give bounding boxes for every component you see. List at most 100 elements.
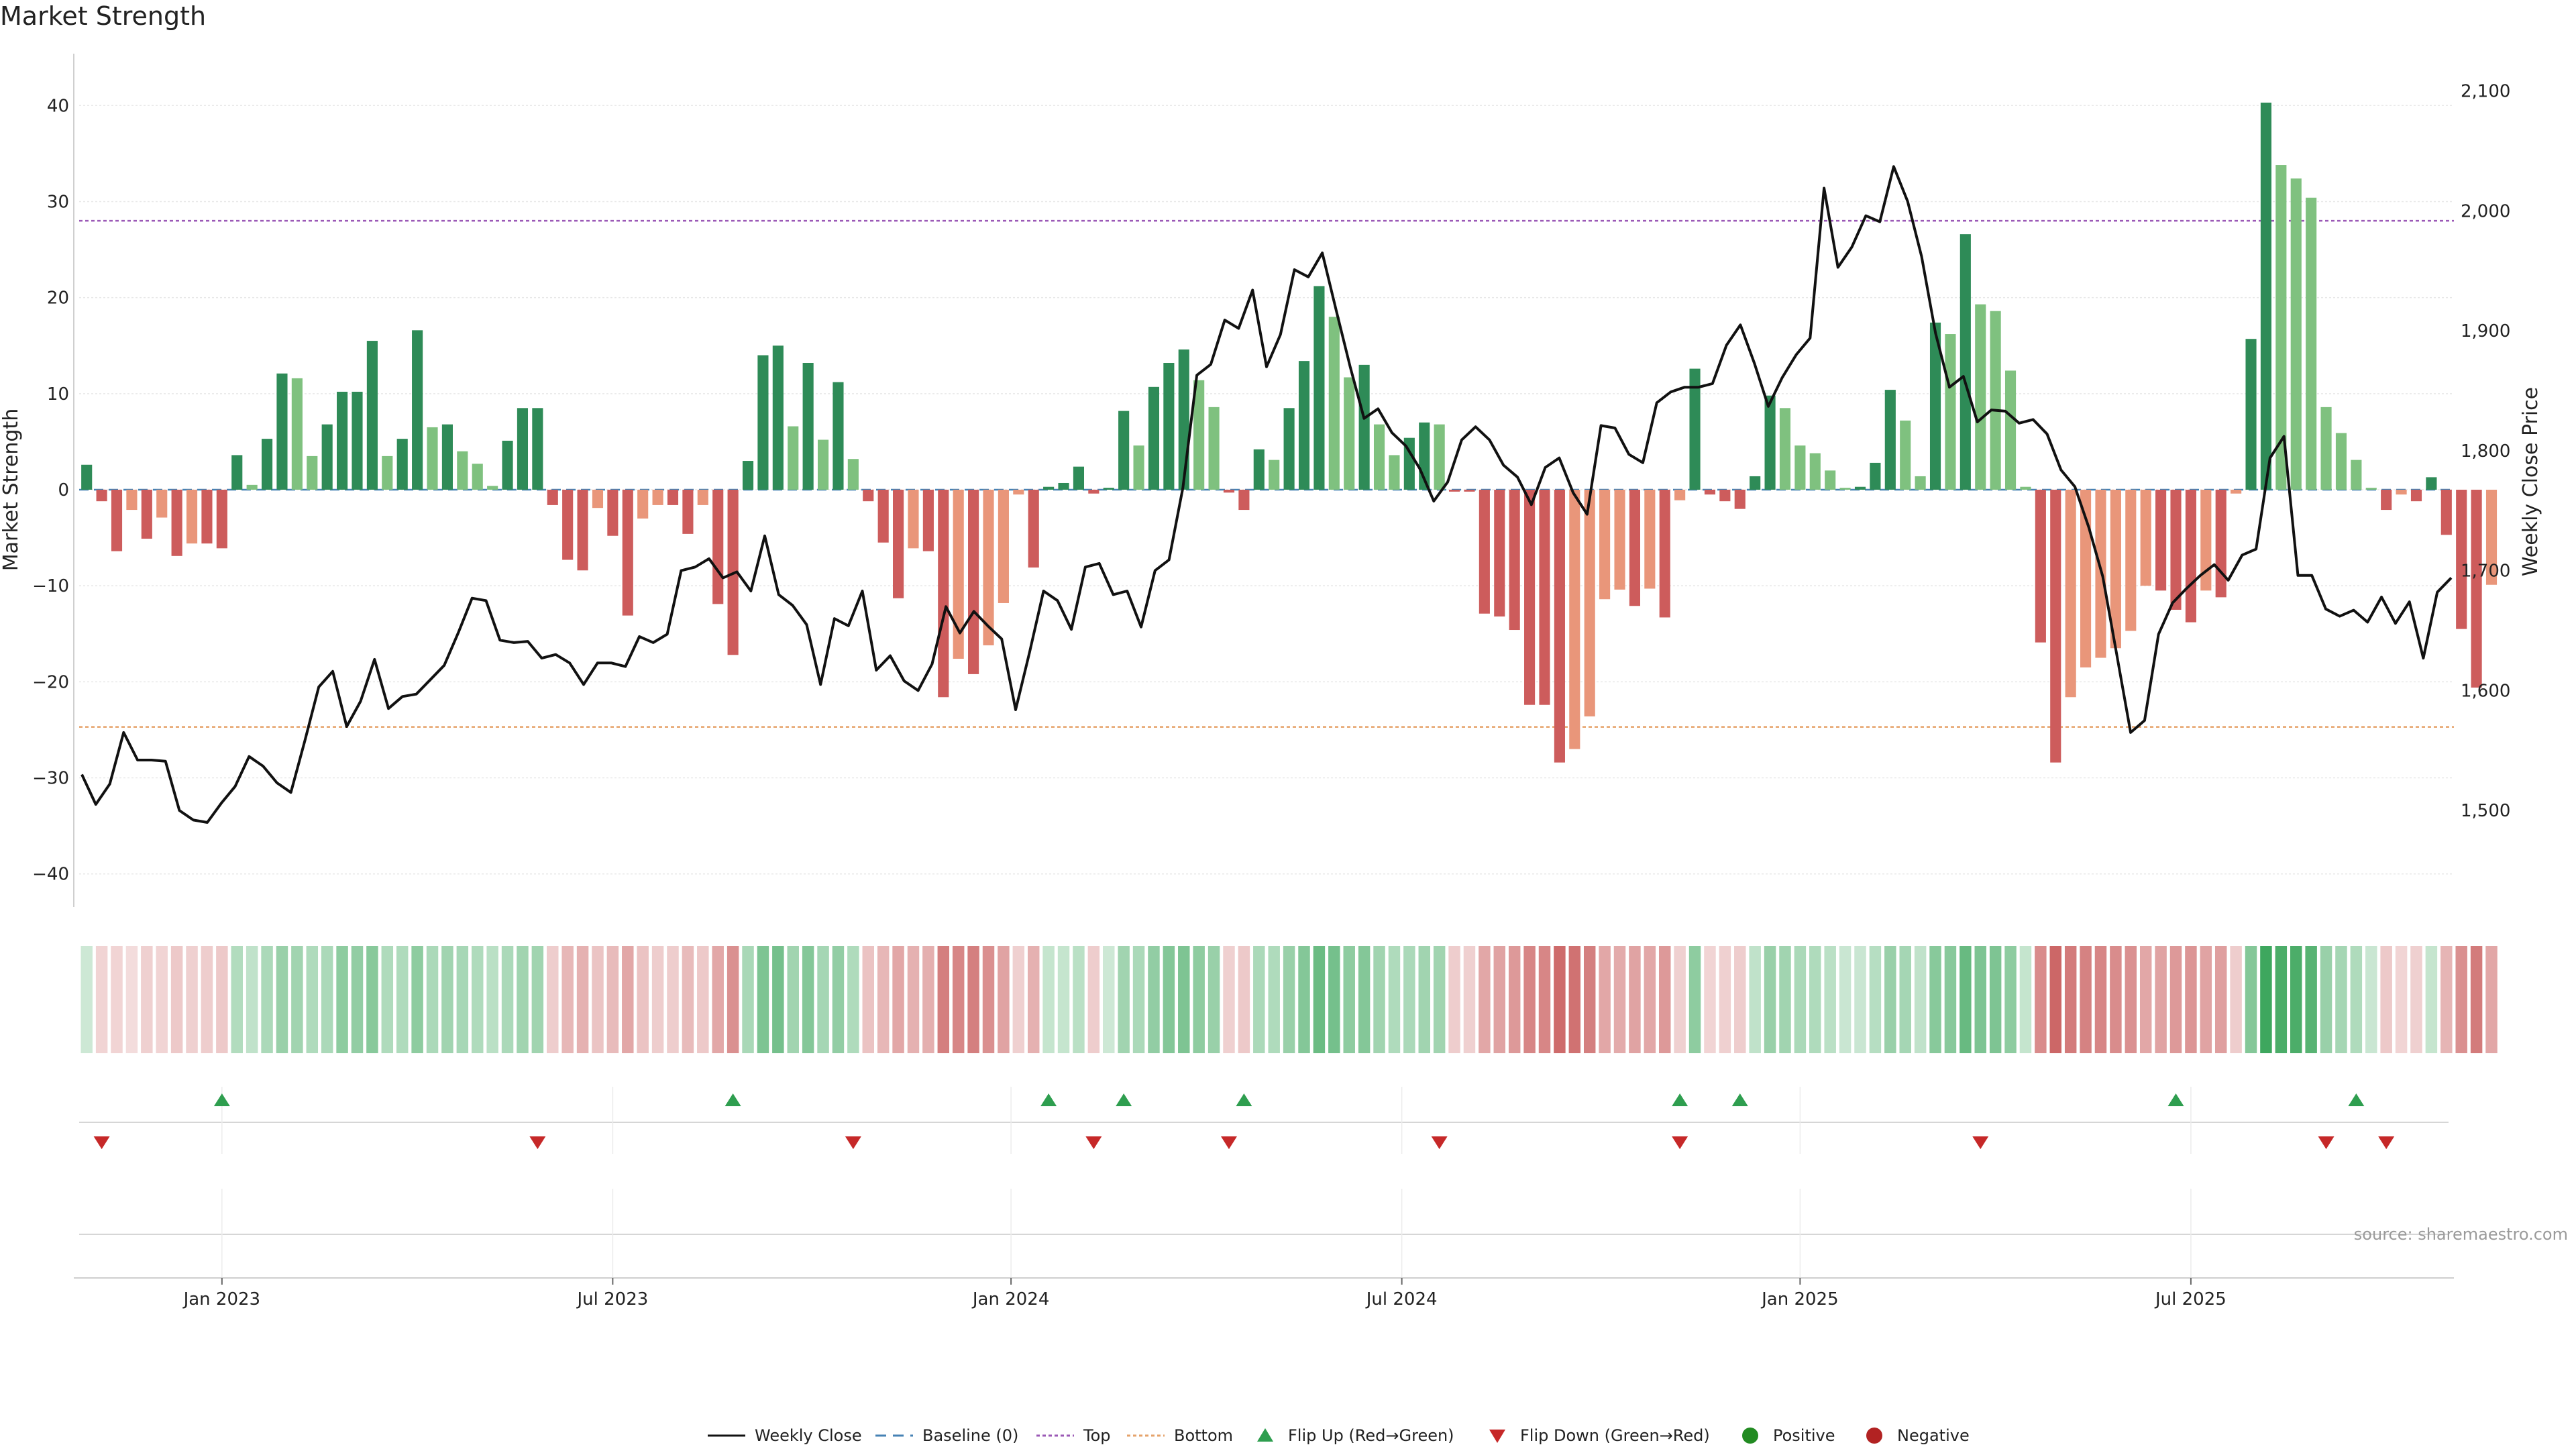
heat-cell-100 (1583, 946, 1596, 1053)
strength-bar-58 (953, 490, 964, 659)
strength-bar-124 (1945, 334, 1956, 490)
heat-cell-48 (802, 946, 814, 1053)
heat-cell-94 (1493, 946, 1506, 1053)
strength-bar-142 (2215, 490, 2226, 598)
heat-cell-83 (1328, 946, 1340, 1053)
strength-bar-36 (622, 490, 633, 616)
heat-cell-127 (1989, 946, 2002, 1053)
heat-cell-142 (2214, 946, 2227, 1053)
strength-bar-57 (938, 490, 949, 698)
strength-bar-126 (1975, 304, 1986, 490)
strength-bar-39 (667, 490, 679, 505)
strength-bar-9 (216, 490, 227, 549)
flip-down-marker-0 (93, 1136, 110, 1149)
heat-cell-65 (1057, 946, 1070, 1053)
heat-cell-78 (1253, 946, 1265, 1053)
strength-bar-110 (1734, 490, 1746, 509)
strength-bar-15 (307, 455, 318, 490)
strength-bar-132 (2065, 490, 2076, 698)
strength-bar-97 (1539, 490, 1550, 705)
heat-cell-159 (2470, 946, 2483, 1053)
heat-cell-149 (2320, 946, 2332, 1053)
heat-cell-73 (1178, 946, 1190, 1053)
heat-cell-64 (1042, 946, 1055, 1053)
strength-bar-155 (2410, 490, 2422, 502)
heat-cell-154 (2395, 946, 2408, 1053)
strength-bar-65 (1058, 482, 1069, 490)
heat-cell-153 (2380, 946, 2392, 1053)
y-tick-label-8: 40 (47, 96, 69, 116)
heat-cell-131 (2049, 946, 2062, 1053)
strength-bar-116 (1825, 470, 1836, 490)
strength-bar-0 (81, 464, 93, 490)
strength-bar-22 (412, 330, 423, 490)
y-tick-label-0: −40 (32, 865, 69, 885)
heat-cell-118 (1854, 946, 1866, 1053)
strength-bar-52 (863, 490, 874, 502)
strength-bar-3 (126, 490, 138, 511)
strength-bar-69 (1118, 411, 1130, 490)
strength-bar-77 (1238, 490, 1250, 511)
heat-cell-117 (1839, 946, 1851, 1053)
heat-cell-109 (1719, 946, 1731, 1053)
strength-bar-103 (1629, 490, 1640, 606)
heat-cell-113 (1779, 946, 1791, 1053)
strength-bar-48 (802, 363, 814, 490)
heat-cell-10 (231, 946, 243, 1053)
strength-bar-7 (186, 490, 198, 544)
heat-cell-79 (1268, 946, 1280, 1053)
heat-cell-150 (2335, 946, 2347, 1053)
heat-cell-4 (141, 946, 153, 1053)
flip-down-marker-5 (1431, 1136, 1448, 1149)
heat-cell-99 (1568, 946, 1581, 1053)
strength-bar-60 (983, 490, 994, 645)
heat-cell-143 (2230, 946, 2242, 1053)
strength-bar-37 (637, 490, 649, 519)
heat-cell-81 (1298, 946, 1310, 1053)
strength-bar-127 (1990, 311, 2001, 490)
strength-bar-13 (276, 373, 288, 490)
x-tick-label-3: Jul 2024 (1365, 1289, 1438, 1309)
strength-bar-119 (1870, 462, 1881, 490)
heat-cell-51 (847, 946, 859, 1053)
heat-cell-58 (952, 946, 965, 1053)
heat-cell-93 (1479, 946, 1491, 1053)
strength-bar-137 (2140, 490, 2151, 586)
strength-bar-76 (1223, 490, 1235, 493)
heat-cell-95 (1508, 946, 1521, 1053)
legend-label-5: Flip Down (Green→Red) (1520, 1426, 1710, 1445)
flip-down-marker-9 (2378, 1136, 2395, 1149)
heat-cell-55 (907, 946, 920, 1053)
strength-bar-27 (487, 486, 498, 490)
heat-cell-31 (547, 946, 559, 1053)
heat-cell-133 (2080, 946, 2092, 1053)
heat-cell-124 (1944, 946, 1957, 1053)
strength-bar-61 (998, 490, 1009, 603)
heat-cell-71 (1148, 946, 1160, 1053)
strength-bar-73 (1178, 349, 1189, 490)
strength-bar-75 (1208, 407, 1220, 490)
heat-cell-57 (937, 946, 950, 1053)
x-tick-label-0: Jan 2023 (182, 1289, 261, 1309)
strength-bar-79 (1269, 460, 1280, 490)
heat-cell-5 (156, 946, 168, 1053)
heat-cell-22 (411, 946, 423, 1053)
heat-cell-25 (456, 946, 469, 1053)
strength-bar-128 (2004, 370, 2017, 490)
heat-cell-37 (637, 946, 649, 1053)
heat-cell-148 (2305, 946, 2317, 1053)
strength-bar-133 (2080, 490, 2092, 667)
strength-bar-90 (1434, 424, 1445, 490)
strength-bar-152 (2365, 488, 2377, 490)
strength-bar-115 (1809, 453, 1821, 490)
strength-bar-59 (968, 490, 979, 674)
flip-up-marker-6 (1731, 1093, 1748, 1106)
heat-cell-46 (772, 946, 784, 1053)
strength-bar-26 (472, 464, 483, 490)
heat-cell-119 (1869, 946, 1882, 1053)
heat-cell-86 (1373, 946, 1385, 1053)
strength-bar-145 (2260, 102, 2272, 490)
strength-bar-125 (1960, 234, 1971, 490)
heat-cell-26 (471, 946, 484, 1053)
y-tick-label-3: −10 (32, 576, 69, 596)
